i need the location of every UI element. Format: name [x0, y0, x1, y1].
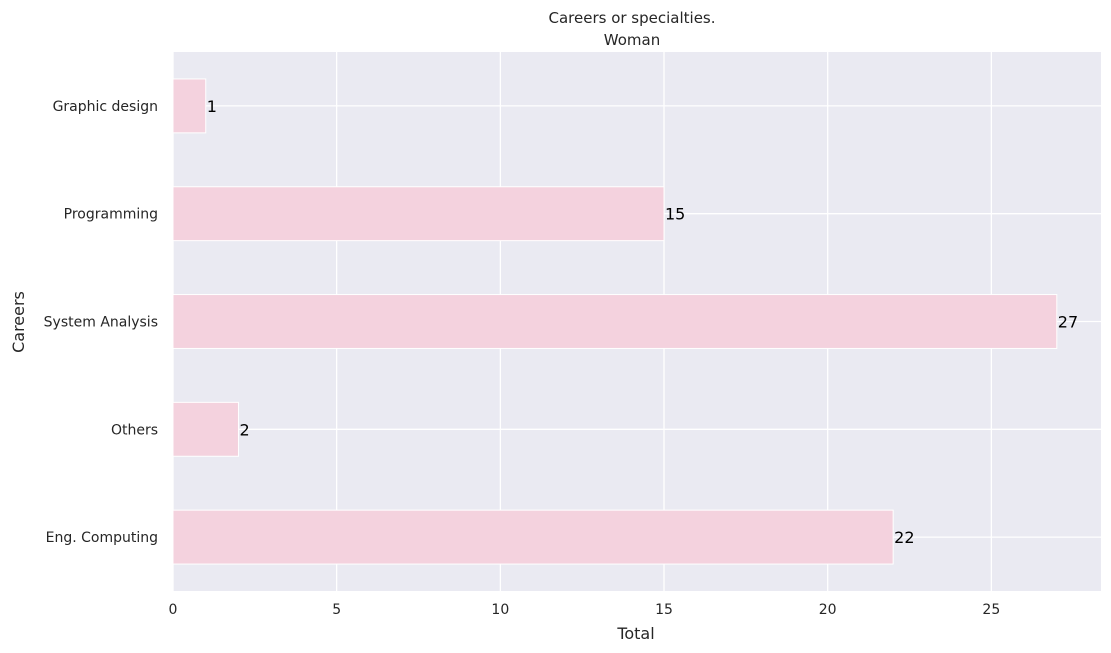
- y-tick-label: Eng. Computing: [46, 530, 158, 546]
- bar: [172, 186, 665, 242]
- x-axis-label: Total: [616, 624, 654, 643]
- chart-title: Careers or specialties.: [548, 9, 715, 27]
- data-label: 1: [207, 97, 217, 116]
- x-tick-label: 15: [655, 602, 673, 618]
- data-label: 15: [665, 205, 685, 224]
- bar: [172, 78, 207, 134]
- bar: [172, 509, 894, 565]
- x-tick-label: 10: [491, 602, 509, 618]
- data-label: 22: [894, 528, 914, 547]
- data-label: 2: [239, 420, 249, 439]
- chart-subtitle: Woman: [604, 31, 660, 49]
- bar: [172, 401, 239, 457]
- x-tick-label: 0: [169, 602, 178, 618]
- y-tick-label: Programming: [64, 207, 158, 223]
- x-tick-label: 25: [982, 602, 1000, 618]
- bars: [172, 78, 1058, 565]
- data-label: 27: [1058, 313, 1078, 332]
- y-tick-label: System Analysis: [44, 315, 158, 331]
- y-axis-label: Careers: [9, 291, 28, 353]
- x-tick-label: 5: [332, 602, 341, 618]
- x-tick-labels: 0 5 10 15 20 25: [169, 602, 1001, 618]
- y-tick-label: Others: [111, 422, 158, 438]
- y-tick-labels: Graphic design Programming System Analysis…: [44, 99, 158, 546]
- y-tick-label: Graphic design: [53, 99, 158, 115]
- x-tick-label: 20: [819, 602, 837, 618]
- bar: [172, 294, 1058, 349]
